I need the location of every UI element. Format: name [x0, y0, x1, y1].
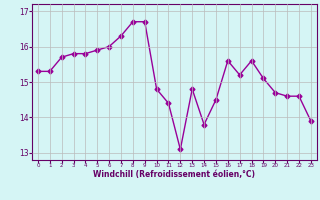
X-axis label: Windchill (Refroidissement éolien,°C): Windchill (Refroidissement éolien,°C) [93, 170, 255, 179]
